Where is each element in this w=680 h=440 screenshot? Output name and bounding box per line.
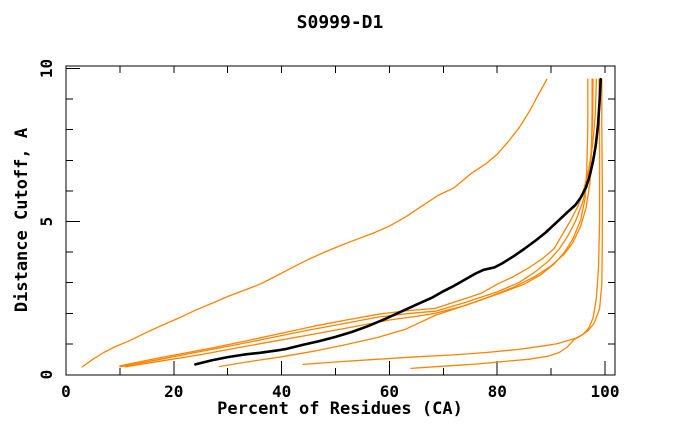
- series-highlighted-model: [194, 77, 603, 366]
- curves: [81, 77, 603, 370]
- x-tick-label: 0: [61, 382, 71, 401]
- y-axis-label: Distance Cutoff, A: [12, 127, 32, 313]
- series-prediction-5: [218, 78, 593, 368]
- y-tick-label: 10: [37, 59, 56, 78]
- x-tick-label: 40: [272, 382, 291, 401]
- series-prediction-3: [119, 78, 594, 368]
- plot-frame: [65, 65, 616, 376]
- x-axis-label: Percent of Residues (CA): [217, 399, 463, 419]
- series-prediction-6-flat: [302, 78, 601, 366]
- x-tick-label: 20: [164, 382, 183, 401]
- series-prediction-1-worst: [81, 78, 548, 368]
- axis-ticks: [65, 66, 615, 375]
- y-tick-label: 5: [37, 217, 56, 227]
- x-tick-label: 60: [380, 382, 399, 401]
- x-tick-label: 80: [488, 382, 507, 401]
- series-prediction-2: [119, 78, 598, 367]
- plot-title: S0999-D1: [296, 12, 384, 33]
- y-tick-label: 0: [37, 370, 56, 380]
- x-tick-label: 100: [591, 382, 620, 401]
- tick-labels: 0 20 40 60 80 100 0 5 10: [37, 59, 619, 401]
- series-prediction-7-flat: [410, 78, 603, 370]
- series-prediction-4: [124, 78, 589, 368]
